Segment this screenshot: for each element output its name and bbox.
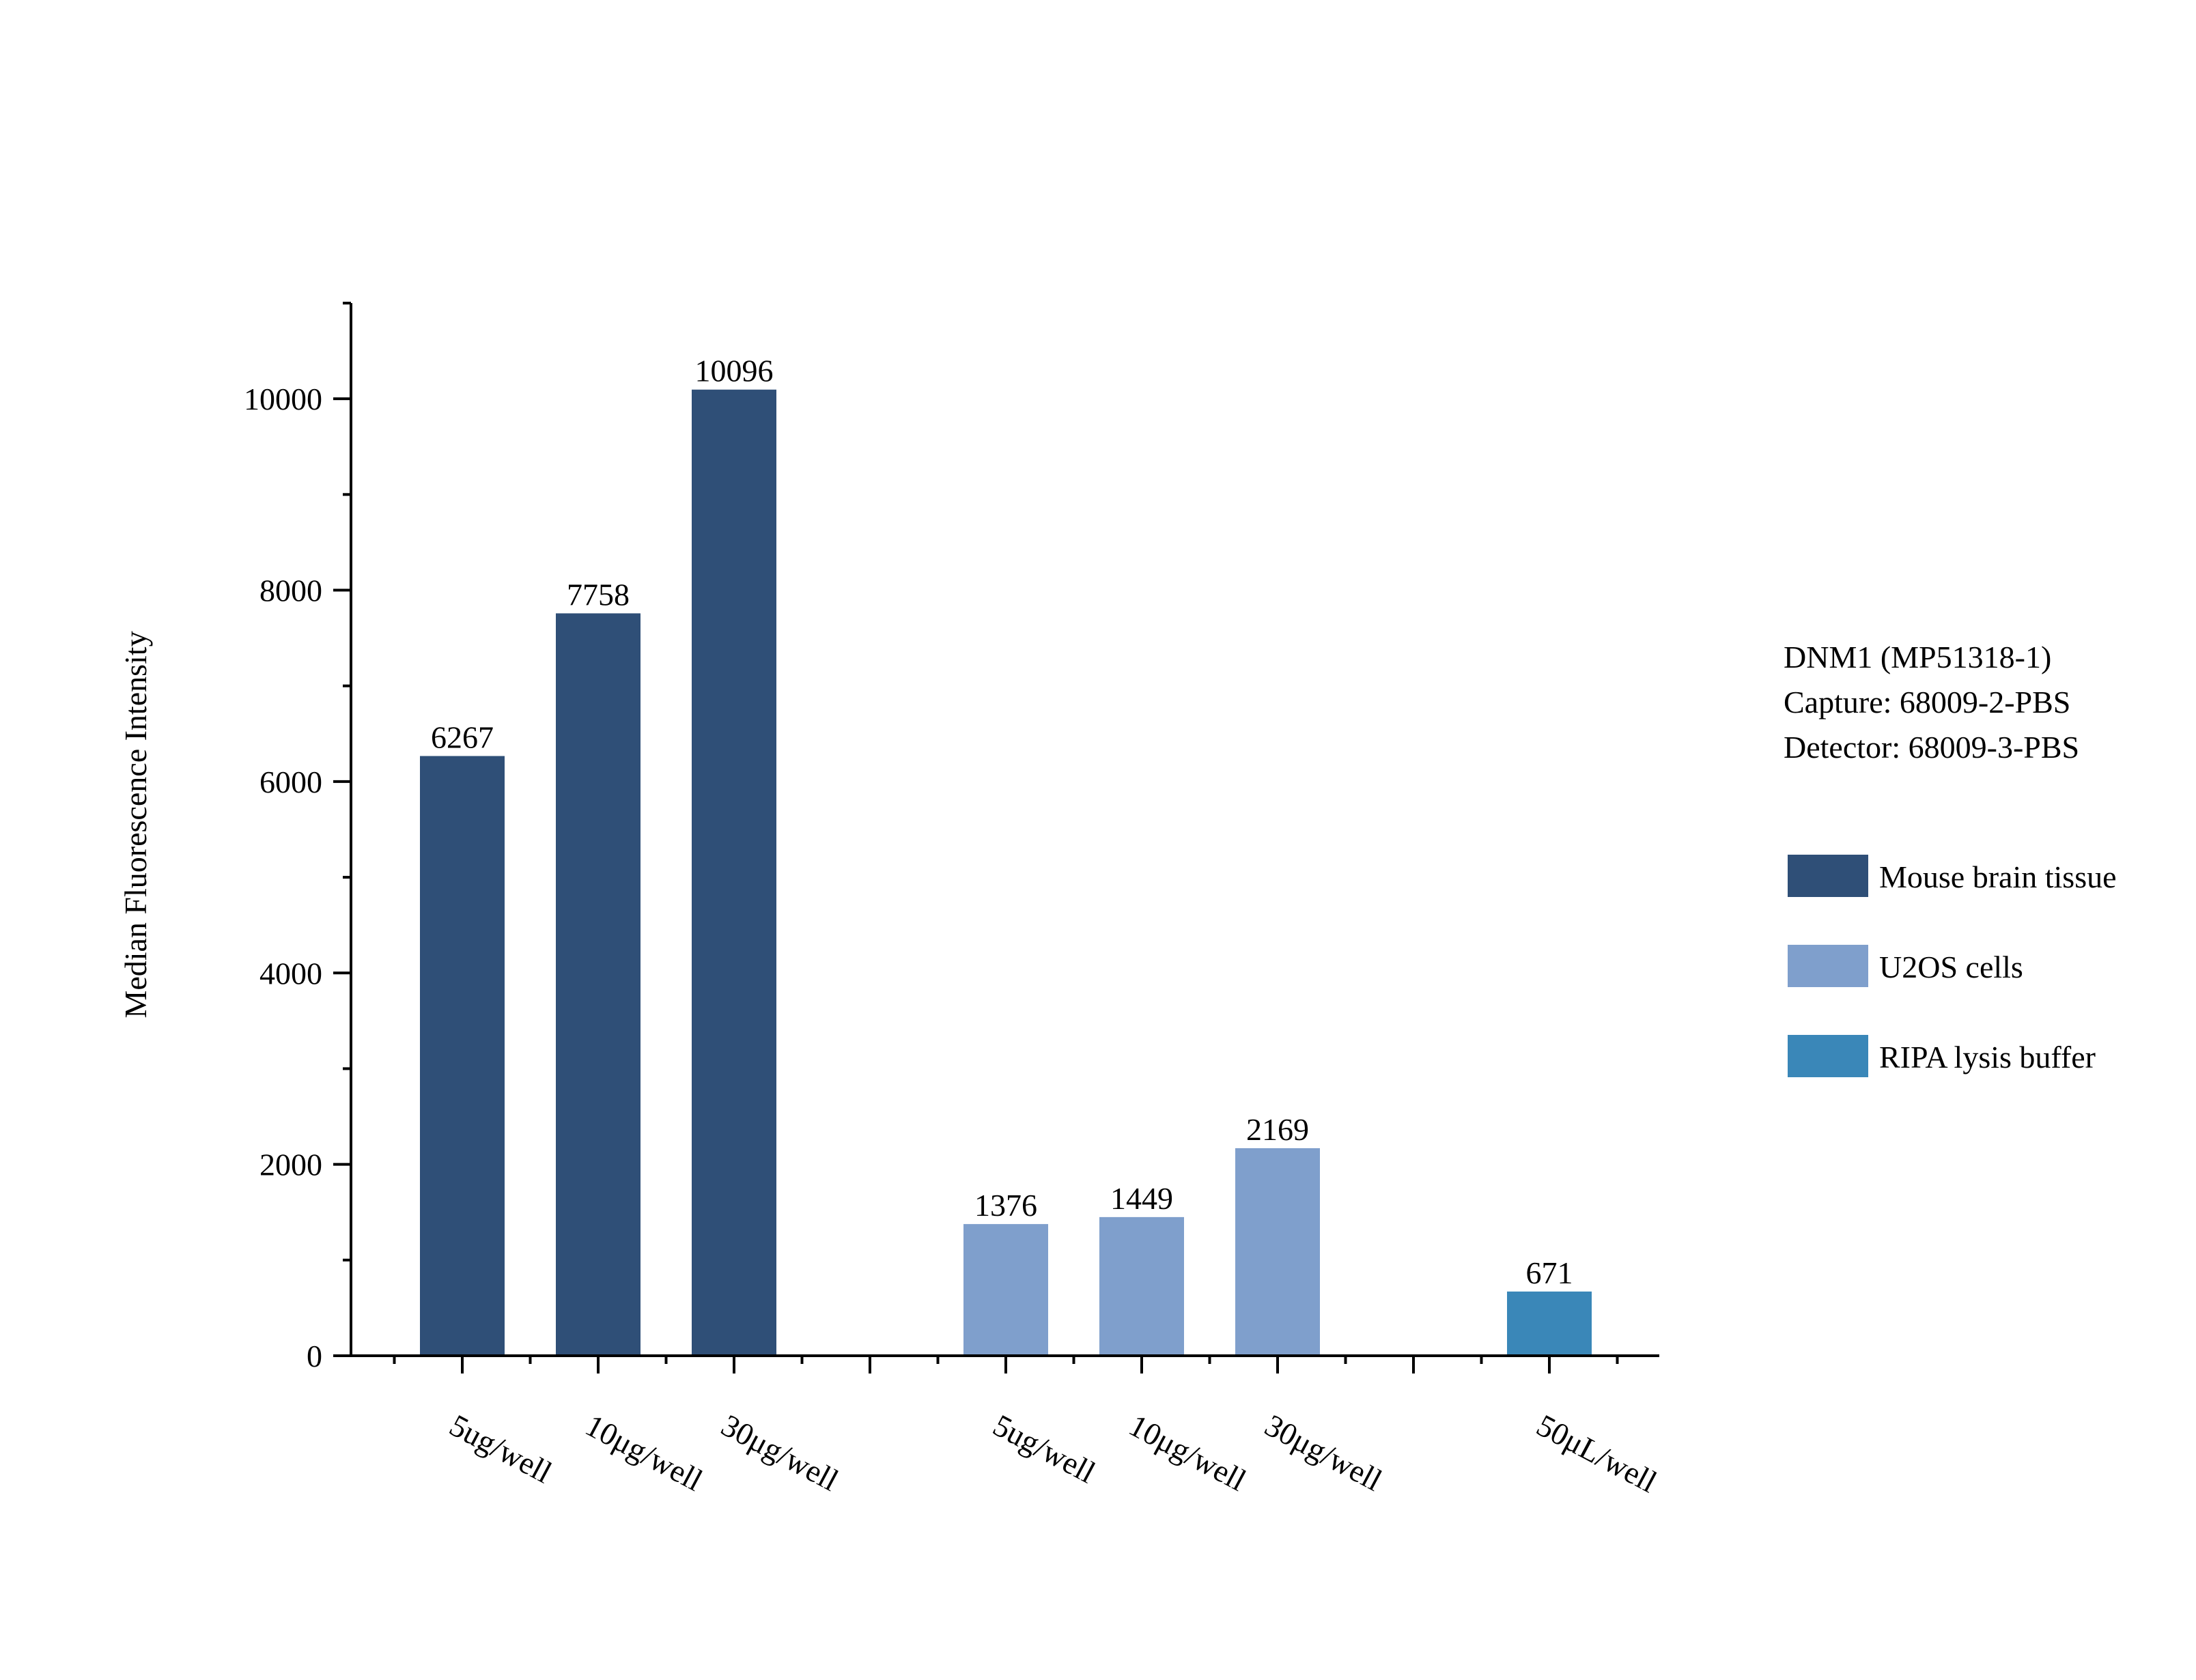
bars-group xyxy=(420,389,1592,1356)
y-axis-title: Median Fluorescence Intensity xyxy=(118,631,153,1018)
bar xyxy=(556,613,640,1356)
legend-label: Mouse brain tissue xyxy=(1879,859,2117,894)
x-ticks-group xyxy=(393,1356,1619,1373)
bar xyxy=(1507,1291,1592,1356)
legend-swatch xyxy=(1788,1035,1868,1077)
y-ticks-group: 0 2000 4000 6000 8000 10000 xyxy=(244,302,351,1373)
y-tick-label: 2000 xyxy=(259,1148,322,1182)
bar-value-label: 2169 xyxy=(1246,1112,1309,1147)
bar-value-label: 671 xyxy=(1526,1255,1573,1290)
legend-swatch xyxy=(1788,945,1868,987)
bar-value-label: 7758 xyxy=(567,577,630,612)
bar xyxy=(963,1224,1048,1356)
bar-value-label: 6267 xyxy=(431,720,494,754)
bar-value-label: 1376 xyxy=(974,1188,1037,1223)
value-labels-group: 6267 7758 10096 1376 1449 2169 671 xyxy=(431,354,1573,1290)
info-line: DNM1 (MP51318-1) xyxy=(1784,640,2051,674)
bar xyxy=(1235,1148,1320,1356)
bar xyxy=(692,389,776,1356)
bar-value-label: 1449 xyxy=(1110,1181,1173,1216)
info-line: Capture: 68009-2-PBS xyxy=(1784,685,2070,720)
legend-swatch xyxy=(1788,855,1868,897)
chart-info-text: DNM1 (MP51318-1) Capture: 68009-2-PBS Dete… xyxy=(1784,640,2079,765)
legend-label: RIPA lysis buffer xyxy=(1879,1040,2096,1074)
y-tick-label: 0 xyxy=(307,1339,322,1373)
y-tick-label: 6000 xyxy=(259,765,322,799)
y-axis-title-group: Median Fluorescence Intensity xyxy=(118,631,153,1018)
legend-label: U2OS cells xyxy=(1879,950,2023,984)
info-line: Detector: 68009-3-PBS xyxy=(1784,730,2079,765)
bar-value-label: 10096 xyxy=(695,354,774,388)
y-tick-label: 8000 xyxy=(259,573,322,608)
bar xyxy=(1099,1216,1184,1356)
y-tick-label: 10000 xyxy=(244,382,322,416)
y-tick-label: 4000 xyxy=(259,956,322,991)
bar xyxy=(420,756,505,1356)
axes-group xyxy=(335,303,1659,1357)
legend: Mouse brain tissue U2OS cells RIPA lysis b… xyxy=(1788,855,2117,1077)
